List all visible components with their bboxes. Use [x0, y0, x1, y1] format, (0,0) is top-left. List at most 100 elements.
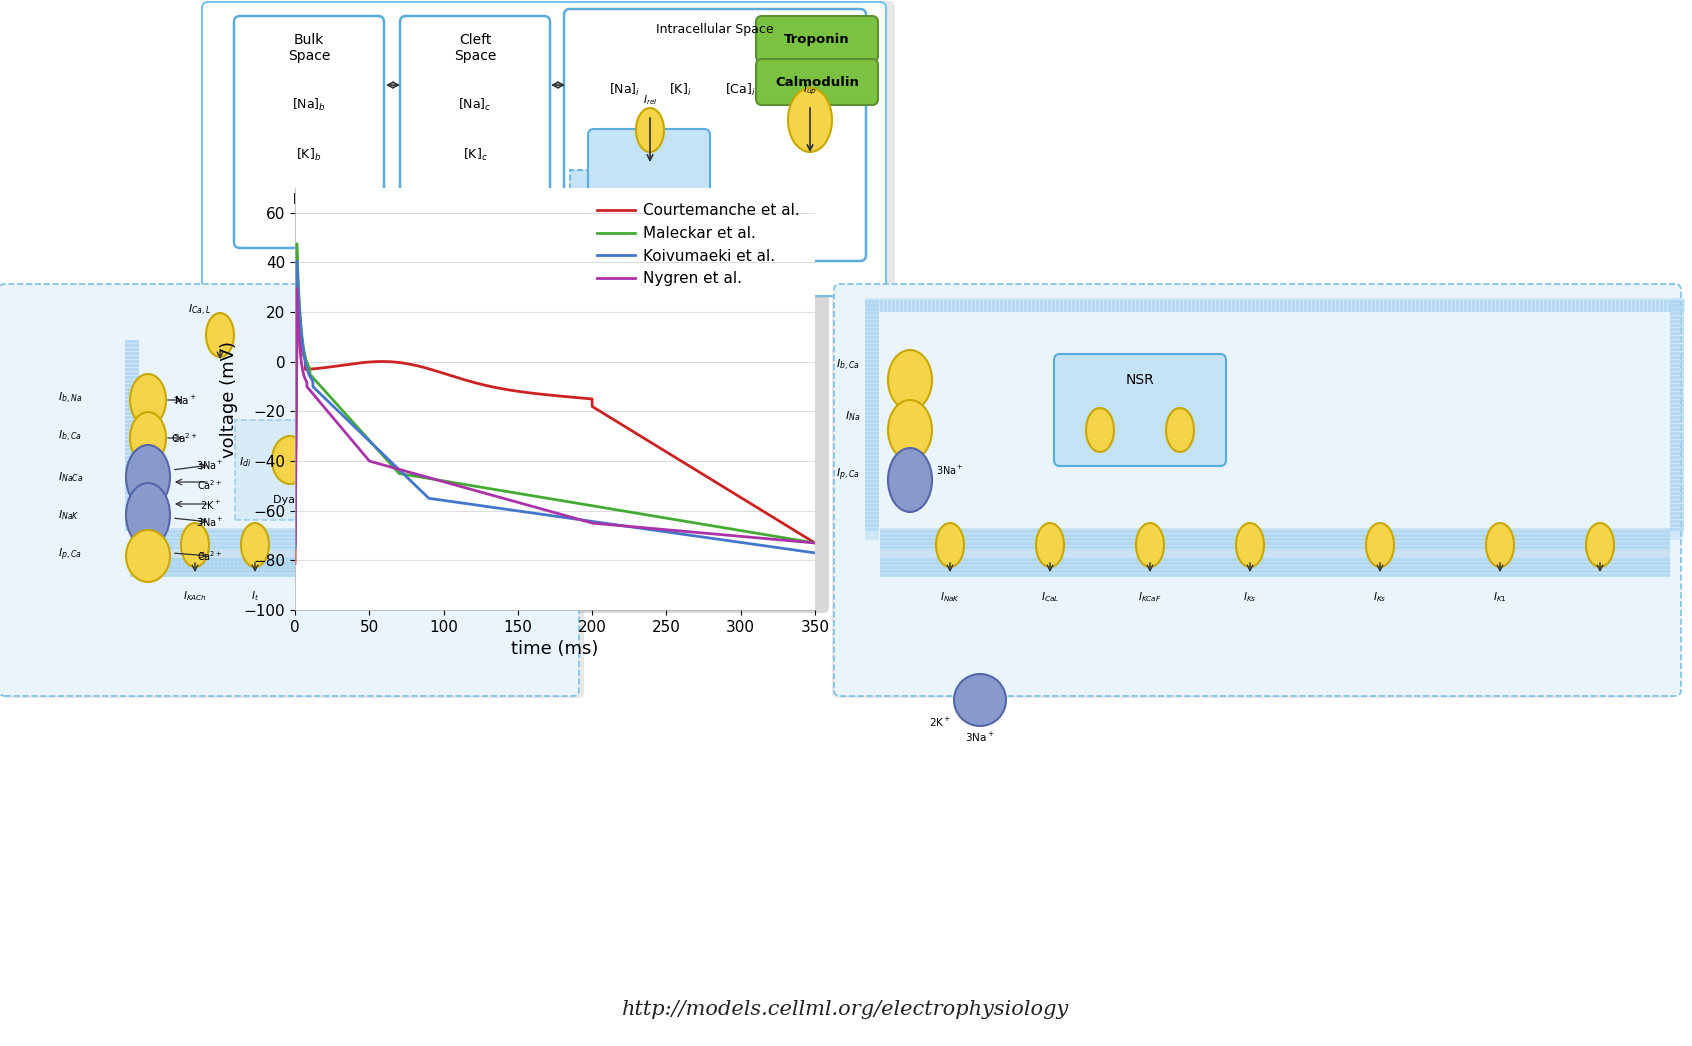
- Bar: [130, 528, 575, 576]
- Bar: [354, 558, 357, 572]
- Bar: [1670, 348, 1684, 351]
- Maleckar et al.: [286, 237, 306, 250]
- Bar: [1508, 300, 1511, 312]
- Bar: [318, 558, 321, 572]
- Bar: [865, 500, 880, 503]
- Bar: [880, 562, 1670, 565]
- Bar: [1670, 420, 1684, 423]
- Text: [Na]$_i$: [Na]$_i$: [609, 82, 641, 98]
- Bar: [924, 300, 927, 312]
- Koivumaeki et al.: [311, 388, 332, 401]
- Bar: [491, 558, 492, 572]
- Bar: [562, 558, 565, 572]
- Bar: [1670, 408, 1684, 411]
- Bar: [880, 570, 1670, 573]
- Bar: [1670, 524, 1684, 527]
- Bar: [1670, 328, 1684, 331]
- Bar: [447, 558, 448, 572]
- Bar: [880, 574, 1670, 577]
- Bar: [239, 558, 240, 572]
- Bar: [227, 558, 228, 572]
- Bar: [266, 558, 269, 572]
- Bar: [1008, 300, 1012, 312]
- Ellipse shape: [130, 412, 166, 464]
- Bar: [377, 558, 381, 572]
- Bar: [865, 492, 880, 495]
- Text: Intracellular Space: Intracellular Space: [656, 23, 773, 37]
- Bar: [382, 558, 386, 572]
- Bar: [453, 558, 457, 572]
- Ellipse shape: [486, 523, 514, 567]
- Y-axis label: voltage (mV): voltage (mV): [220, 341, 239, 457]
- Bar: [865, 404, 880, 407]
- Bar: [359, 558, 360, 572]
- Text: 3Na$^+$: 3Na$^+$: [936, 463, 964, 477]
- Text: NSR: NSR: [1125, 373, 1154, 387]
- Ellipse shape: [636, 108, 663, 152]
- Bar: [865, 480, 880, 483]
- Text: $I_{NaCa}$: $I_{NaCa}$: [58, 470, 83, 484]
- FancyBboxPatch shape: [394, 344, 567, 536]
- Bar: [494, 558, 497, 572]
- Bar: [1670, 404, 1684, 407]
- Bar: [1437, 300, 1438, 312]
- Bar: [389, 558, 393, 572]
- Bar: [1264, 300, 1267, 312]
- Ellipse shape: [1585, 523, 1614, 567]
- Bar: [1343, 300, 1347, 312]
- Bar: [1575, 300, 1579, 312]
- Bar: [283, 558, 284, 572]
- Bar: [1670, 416, 1684, 419]
- Bar: [130, 535, 575, 537]
- Bar: [125, 420, 139, 423]
- Bar: [1408, 300, 1411, 312]
- Bar: [865, 484, 880, 487]
- Ellipse shape: [888, 448, 932, 511]
- Bar: [865, 488, 880, 491]
- Bar: [1670, 320, 1684, 323]
- Courtemanche et al.: [311, 362, 332, 374]
- Bar: [865, 372, 880, 376]
- Ellipse shape: [1036, 523, 1064, 567]
- Koivumaeki et al.: [474, 500, 494, 513]
- Bar: [206, 558, 210, 572]
- Ellipse shape: [465, 468, 494, 511]
- Bar: [125, 452, 139, 455]
- Text: $I_{up}$: $I_{up}$: [804, 83, 817, 97]
- Text: $I_{di}$: $I_{di}$: [239, 455, 250, 469]
- Bar: [567, 558, 569, 572]
- Bar: [139, 558, 140, 572]
- Ellipse shape: [1486, 523, 1514, 567]
- Bar: [1079, 300, 1083, 312]
- FancyBboxPatch shape: [756, 59, 878, 105]
- Bar: [1372, 300, 1376, 312]
- Bar: [1670, 400, 1684, 403]
- Bar: [1584, 300, 1587, 312]
- Bar: [1167, 300, 1171, 312]
- Bar: [1123, 300, 1127, 312]
- Bar: [865, 376, 880, 379]
- Bar: [125, 456, 139, 459]
- Nygren et al.: [284, 537, 305, 549]
- Bar: [865, 353, 880, 355]
- Bar: [1020, 300, 1024, 312]
- Bar: [166, 558, 169, 572]
- Bar: [1670, 496, 1684, 499]
- Bar: [1563, 300, 1567, 312]
- Bar: [1041, 300, 1042, 312]
- Bar: [1531, 300, 1535, 312]
- Text: $I_{K1}$: $I_{K1}$: [377, 589, 393, 602]
- Text: $I_{p,Ca}$: $I_{p,Ca}$: [836, 467, 860, 483]
- Bar: [1628, 300, 1631, 312]
- Bar: [130, 542, 575, 545]
- Bar: [201, 558, 205, 572]
- Bar: [980, 300, 983, 312]
- Bar: [518, 558, 521, 572]
- Bar: [865, 400, 880, 403]
- Bar: [1670, 316, 1684, 319]
- Text: $I_{KCaF}$: $I_{KCaF}$: [1139, 590, 1162, 604]
- Bar: [1188, 300, 1191, 312]
- Bar: [330, 558, 333, 572]
- Bar: [1223, 300, 1227, 312]
- Bar: [892, 300, 895, 312]
